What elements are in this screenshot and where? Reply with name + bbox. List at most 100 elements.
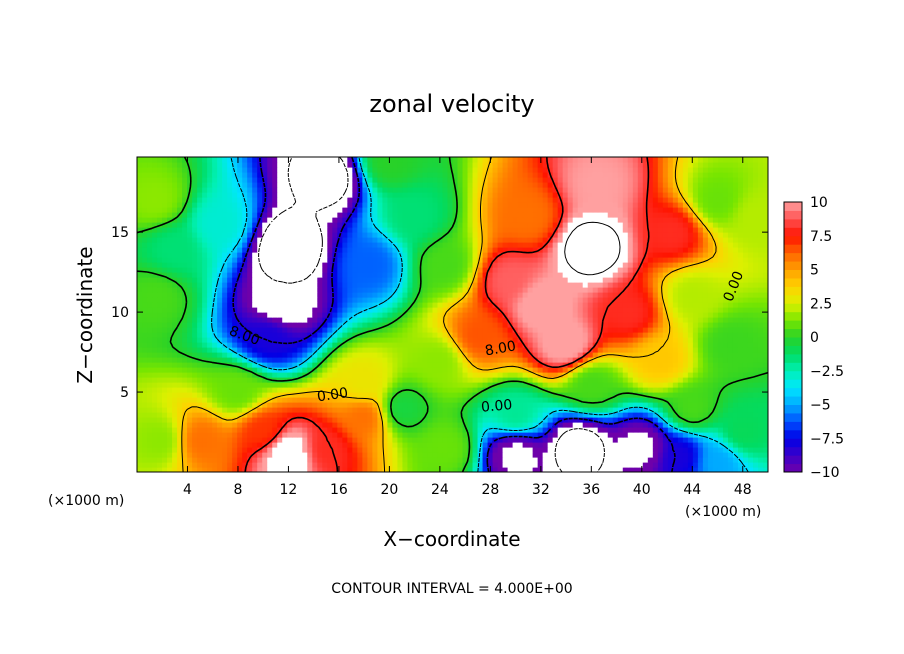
field-cell [252,377,258,383]
field-cell [207,347,213,353]
field-cell [722,287,729,293]
field-cell [437,442,444,448]
field-cell [232,292,238,298]
field-cell [632,317,639,323]
field-cell [382,392,388,398]
field-cell [412,402,419,408]
field-cell [307,467,313,472]
field-cell [522,392,529,398]
field-cell [202,417,208,423]
field-cell [532,442,539,448]
field-cell [522,402,529,408]
field-cell [142,362,148,368]
field-cell [682,312,689,318]
field-cell [592,397,599,403]
field-cell [237,302,243,308]
field-cell [202,452,208,458]
field-cell [452,432,459,438]
field-cell [152,312,158,318]
field-cell [292,447,298,453]
field-cell [617,352,624,358]
field-cell [557,377,564,383]
field-cell [447,412,454,418]
field-cell [557,287,564,293]
field-cell [597,377,604,383]
field-cell [387,437,394,443]
field-cell [197,467,203,472]
field-cell [662,377,669,383]
field-cell [237,342,243,348]
field-cell [512,347,519,353]
field-cell [192,382,198,388]
field-cell [462,397,469,403]
field-cell [392,462,399,468]
field-cell [592,442,599,448]
field-cell [312,352,318,358]
field-cell [387,302,394,308]
field-cell [162,442,168,448]
field-cell [732,287,739,293]
field-cell [342,277,348,283]
field-cell [722,312,729,318]
plot-area: 8.000.000.008.000.00 4 8 12 16 20 24 28 32 36 40 4… [111,156,769,498]
field-cell [652,277,659,283]
field-cell [427,397,434,403]
field-cell [497,417,504,423]
field-cell [297,407,303,413]
field-cell [237,432,243,438]
field-cell [307,337,313,343]
field-cell [757,322,764,328]
field-cell [652,402,659,408]
field-cell [402,382,409,388]
field-cell [657,372,664,378]
field-cell [572,352,579,358]
field-cell [432,422,439,428]
field-cell [377,392,383,398]
field-cell [737,382,744,388]
field-cell [602,327,609,333]
field-cell [212,452,218,458]
field-cell [412,382,419,388]
field-cell [312,442,318,448]
field-cell [377,367,383,373]
field-cell [422,377,429,383]
field-cell [172,457,178,463]
field-cell [447,337,454,343]
field-cell [502,432,509,438]
field-cell [662,322,669,328]
field-cell [487,427,494,433]
field-cell [182,382,188,388]
field-cell [492,387,499,393]
field-cell [612,372,619,378]
field-cell [632,277,639,283]
field-cell [322,457,328,463]
field-cell [207,277,213,283]
field-cell [212,457,218,463]
field-cell [587,372,594,378]
field-cell [657,452,664,458]
field-cell [552,397,559,403]
field-cell [697,337,704,343]
field-cell [152,362,158,368]
field-cell [567,417,574,423]
field-cell [177,332,183,338]
field-cell [217,367,223,373]
field-cell [232,437,238,443]
field-cell [532,397,539,403]
field-cell [147,372,153,378]
field-cell [527,277,534,283]
field-cell [472,467,479,472]
field-cell [642,402,649,408]
field-cell [577,297,584,303]
field-cell [457,372,464,378]
field-cell [687,452,694,458]
field-cell [692,407,699,413]
field-cell [317,332,323,338]
field-cell [137,417,143,423]
field-cell [142,297,148,303]
field-cell [212,392,218,398]
field-cell [187,322,193,328]
field-cell [162,357,168,363]
field-cell [607,287,614,293]
field-cell [622,397,629,403]
